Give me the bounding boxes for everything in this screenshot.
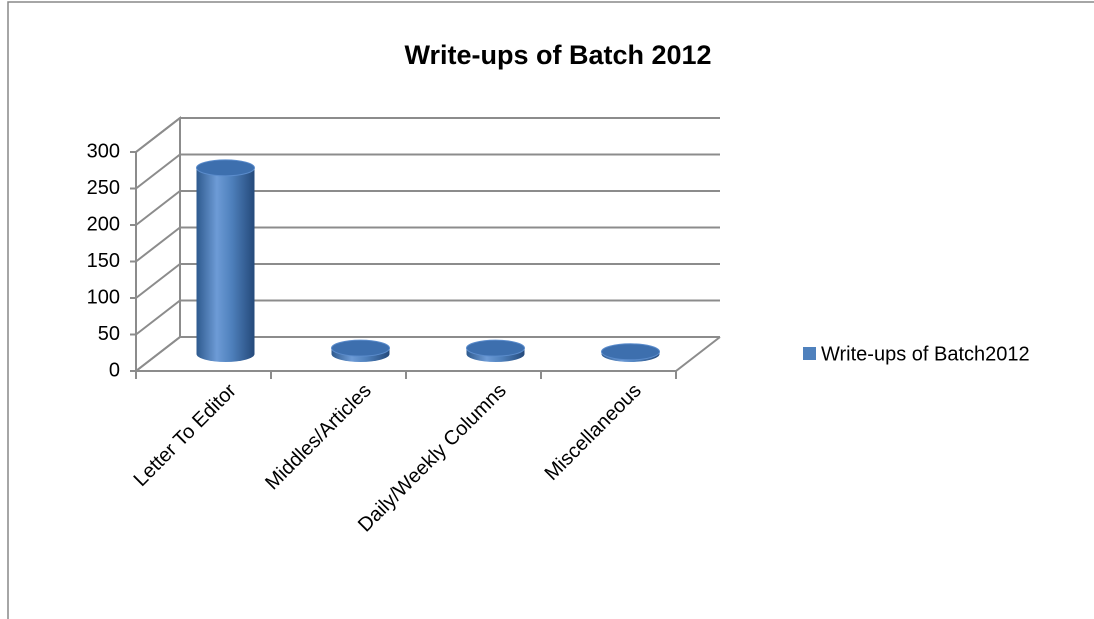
- x-tick-label: Daily/Weekly Columns: [354, 380, 511, 537]
- y-tick-label: 100: [87, 286, 120, 308]
- grid-line: [135, 153, 720, 190]
- grid-line: [135, 117, 720, 153]
- y-tick-label: 50: [98, 323, 120, 345]
- y-tick-label: 150: [87, 250, 120, 272]
- grid-line: [135, 226, 720, 263]
- bar-top: [601, 343, 660, 361]
- y-tick-label: 0: [109, 359, 120, 381]
- x-tick-label: Letter To Editor: [130, 379, 241, 490]
- grid-line: [135, 299, 720, 336]
- bar-top: [196, 159, 255, 177]
- legend-swatch: [803, 347, 816, 360]
- bar-top: [331, 339, 390, 357]
- y-tick-label: 200: [87, 213, 120, 235]
- grid-line: [135, 263, 720, 299]
- grid-line: [135, 190, 720, 226]
- legend-label: Write-ups of Batch2012: [821, 343, 1030, 365]
- y-tick-label: 300: [87, 140, 120, 162]
- x-tick-label: Middles/Articles: [261, 380, 376, 495]
- grid-line: [135, 336, 720, 372]
- bar: [196, 167, 255, 362]
- x-tick-label: Miscellaneous: [541, 380, 646, 485]
- bar-top: [466, 339, 525, 357]
- y-tick-label: 250: [87, 177, 120, 199]
- chart-frame: [7, 1, 1094, 619]
- chart-title: Write-ups of Batch 2012: [404, 40, 711, 70]
